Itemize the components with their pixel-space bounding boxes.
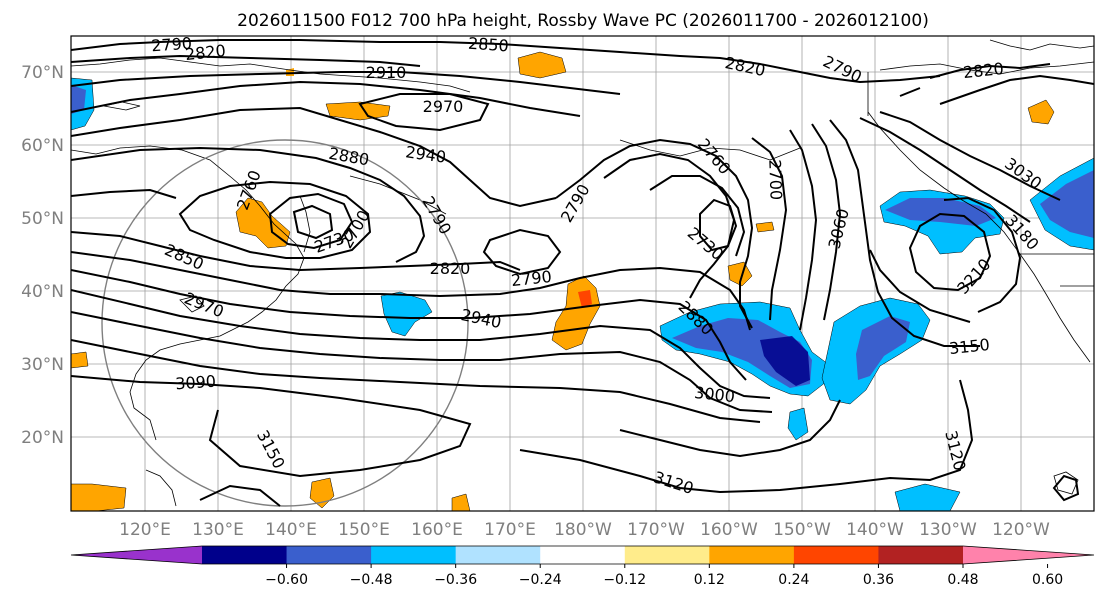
contour-label: 2910 <box>366 63 407 82</box>
gridlines <box>71 36 1094 511</box>
longitude-labels: 120°E 130°E 140°E 150°E 160°E 170°E 180°… <box>119 520 1050 540</box>
colorbar-tick-label: 0.48 <box>947 572 978 588</box>
colorbar-segment <box>878 546 964 564</box>
lat-label: 70°N <box>21 63 64 83</box>
colorbar-extend-low <box>71 546 202 564</box>
contour-label: 2970 <box>423 97 464 116</box>
lon-label: 170°W <box>627 520 685 540</box>
contour-label: 2820 <box>430 259 471 278</box>
lon-label: 120°W <box>992 520 1050 540</box>
lat-label: 40°N <box>21 282 64 302</box>
coastlines <box>71 39 1094 507</box>
colorbar-tick-label: 0.60 <box>1032 572 1063 588</box>
colorbar-extend-high <box>963 546 1094 564</box>
contour-label: 2700 <box>765 159 785 200</box>
contour-label: 3000 <box>693 383 735 406</box>
contour-label: 2850 <box>467 34 509 56</box>
lat-label: 30°N <box>21 355 64 375</box>
height-contours <box>71 39 1094 507</box>
contour-label: 3150 <box>948 335 990 358</box>
lon-label: 160°E <box>411 520 463 540</box>
colorbar-segment <box>709 546 795 564</box>
lon-label: 130°W <box>919 520 977 540</box>
contour-label: 2820 <box>184 41 226 64</box>
lat-label: 60°N <box>21 136 64 156</box>
lon-label: 160°W <box>700 520 758 540</box>
shading-positive <box>71 51 1055 511</box>
lon-label: 140°W <box>846 520 904 540</box>
colorbar-segment <box>202 546 288 564</box>
colorbar-outline <box>70 545 1095 565</box>
colorbar: −0.60 −0.48 −0.36 −0.24 −0.12 0.12 0.24 0.36 0.4… <box>70 545 1095 588</box>
colorbar-tick-label: 0.12 <box>694 572 725 588</box>
contour-label: 2820 <box>962 59 1004 82</box>
lat-label: 20°N <box>21 428 64 448</box>
colorbar-tick-label: −0.60 <box>265 572 308 588</box>
radius-circle <box>101 139 469 507</box>
map-frame <box>70 35 1095 512</box>
colorbar-segment <box>540 546 626 564</box>
lon-label: 170°E <box>484 520 536 540</box>
lon-label: 150°E <box>338 520 390 540</box>
contour-label: 2790 <box>510 267 552 290</box>
map-area: 2790 2820 2850 2910 2970 2880 2940 2760 … <box>71 34 1094 511</box>
lon-label: 150°W <box>773 520 831 540</box>
colorbar-tick-label: −0.36 <box>434 572 477 588</box>
lon-label: 120°E <box>119 520 171 540</box>
colorbar-segment <box>286 546 372 564</box>
colorbar-tick-label: −0.24 <box>519 572 562 588</box>
colorbar-segment <box>624 546 710 564</box>
colorbar-segment <box>371 546 457 564</box>
colorbar-tick-label: 0.36 <box>863 572 894 588</box>
contour-label: 2790 <box>151 34 193 56</box>
lon-label: 130°E <box>192 520 244 540</box>
contour-label: 3090 <box>175 372 217 394</box>
colorbar-segment <box>455 546 541 564</box>
colorbar-tick-label: 0.24 <box>778 572 809 588</box>
latitude-labels: 70°N 60°N 50°N 40°N 30°N 20°N <box>21 63 64 448</box>
lat-label: 50°N <box>21 209 64 229</box>
lon-label: 180°W <box>554 520 612 540</box>
colorbar-tick-label: −0.48 <box>350 572 393 588</box>
colorbar-tick-label: −0.12 <box>603 572 646 588</box>
map-title: 2026011500 F012 700 hPa height, Rossby W… <box>237 11 929 31</box>
lon-label: 140°E <box>265 520 317 540</box>
colorbar-segment <box>793 546 879 564</box>
